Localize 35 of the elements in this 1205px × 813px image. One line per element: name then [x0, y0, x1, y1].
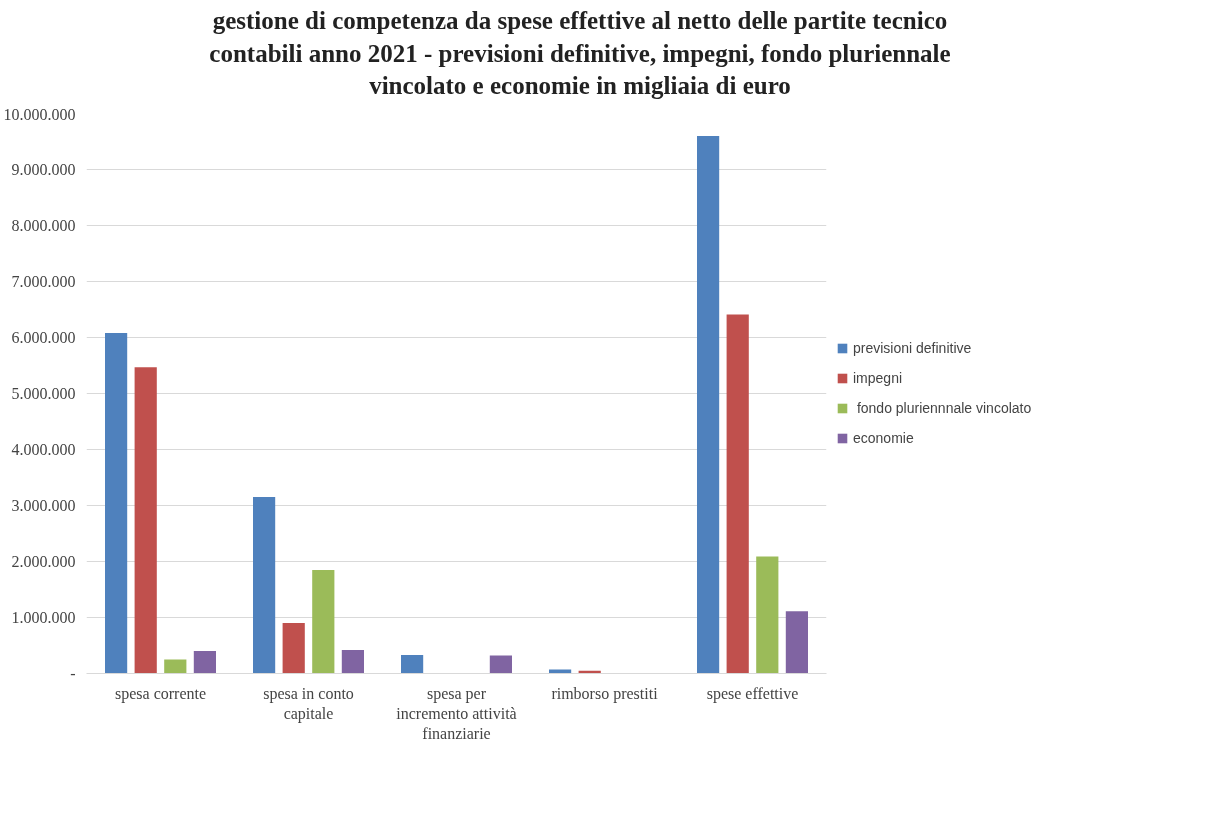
bar: [193, 650, 216, 673]
y-tick-label: 7.000.000: [11, 272, 76, 290]
bar: [105, 332, 128, 673]
x-tick-label: spese effettive: [706, 684, 799, 702]
legend-label: fondo pluriennnale vincolato: [855, 399, 1032, 416]
x-tick-label: spesa per incremento attività finanziarie: [396, 684, 517, 742]
bar: [401, 654, 424, 673]
x-tick-label: spesa corrente: [114, 684, 207, 702]
y-tick-label: 6.000.000: [11, 328, 76, 346]
bar: [489, 655, 512, 673]
y-tick-label: 1.000.000: [11, 608, 76, 626]
bar: [134, 366, 157, 673]
chart-title: gestione di competenza da spese effettive al netto delle partite tecnico contabili anno 2021 - previsioni definitive, impegni, fondo pluriennale vincolato e economie in migliaia di euro: [209, 6, 951, 101]
bar: [341, 649, 364, 673]
bar: [312, 569, 335, 673]
y-tick-label: 8.000.000: [11, 216, 76, 234]
bar: [282, 622, 305, 673]
y-tick-label: 10.000.000: [3, 105, 76, 122]
bar: [756, 555, 779, 673]
y-tick-label: 3.000.000: [11, 496, 76, 514]
bar: [164, 659, 187, 673]
y-tick-label: 4.000.000: [11, 440, 76, 458]
bar: [785, 610, 808, 673]
x-tick-label: spesa in conto capitale: [263, 684, 354, 723]
y-tick-label: 2.000.000: [11, 552, 76, 570]
y-tick-label: -: [70, 664, 76, 682]
legend-label: previsioni definitive: [853, 339, 972, 356]
bar: [726, 314, 749, 673]
y-tick-label: 9.000.000: [11, 160, 76, 178]
x-tick-label: rimborso prestiti: [551, 684, 659, 702]
legend-label: economie: [853, 429, 914, 446]
legend-label: impegni: [853, 369, 903, 386]
bar: [697, 135, 720, 673]
y-tick-label: 5.000.000: [11, 384, 76, 402]
bar: [253, 496, 276, 673]
